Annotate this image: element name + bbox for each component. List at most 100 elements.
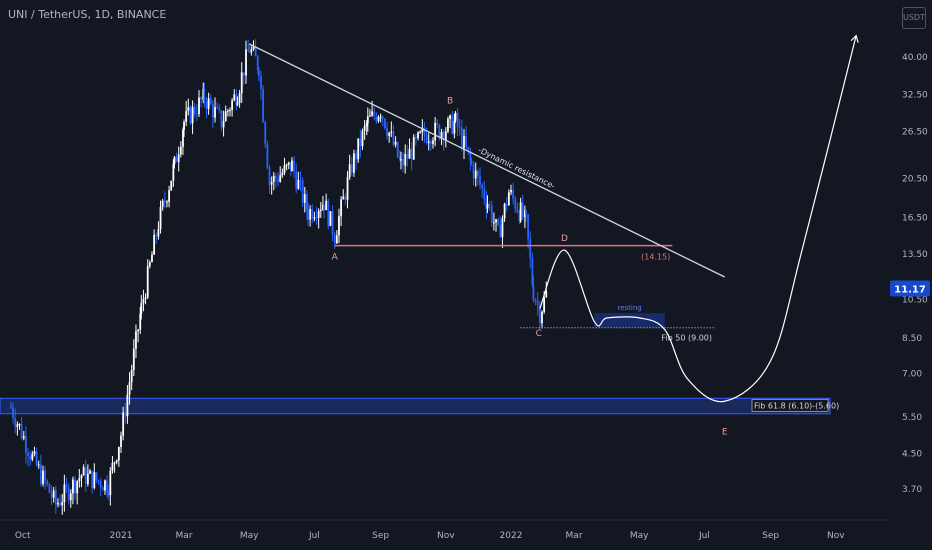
candle-body [291,160,293,172]
x-tick-label: Sep [762,531,779,541]
candle-body [214,107,216,118]
candle-body [200,97,203,100]
candle-body [543,296,546,312]
resting-box [594,313,665,328]
candle-body [42,470,44,484]
y-tick-label: 4.50 [902,449,922,459]
candle-body [168,190,170,202]
candle-body [211,104,214,118]
candle-body [474,170,477,179]
candle-body [226,110,229,112]
candle-body [510,190,512,193]
candle-body [438,125,441,139]
candle-body [236,103,239,106]
candle-body [54,490,57,505]
candle-body [369,115,371,117]
candle-body [209,98,212,105]
candle-body [301,180,304,203]
candle-body [402,159,404,166]
y-tick-label: 10.50 [902,296,928,306]
candle-body [331,211,334,235]
candle-body [309,208,312,220]
candle-body [242,72,245,76]
candle-body [365,123,368,127]
candle-body [361,130,364,147]
candle-body [486,204,489,209]
candle-body [521,202,524,218]
candle-body [139,314,142,330]
candle-body [303,194,306,203]
candle-body [10,407,12,409]
candle-body [74,479,76,494]
candle-body [453,120,456,134]
candle-body [538,304,541,324]
candle-body [297,179,300,189]
candle-body [137,329,139,332]
y-tick-label: 32.50 [902,91,928,101]
candle-body [254,46,257,57]
candle-body [322,204,324,210]
candle-body [545,291,548,297]
candle-body [315,217,318,219]
candle-body [126,394,129,417]
candle-body [454,112,457,121]
candle-body [238,93,241,104]
candle-body [359,138,362,147]
candle-body [16,424,19,427]
currency-badge[interactable]: USDT [902,7,926,29]
candle-body [497,219,500,225]
candle-body [373,111,376,117]
candle-body [65,484,68,487]
current-price-label: 11.17 [894,284,926,295]
candle-body [419,131,422,133]
candle-body [151,254,153,263]
candle-body [101,487,104,491]
candle-body [333,234,336,244]
candle-body [91,470,94,488]
y-tick-label: 3.70 [902,485,922,495]
candle-body [534,300,537,302]
candle-body [89,470,91,474]
candle-body [275,175,277,179]
candle-body [144,297,147,300]
candle-body [346,177,349,200]
candle-body [86,473,89,485]
candle-body [231,100,234,111]
candle-body [84,467,87,485]
candle-body [541,311,543,324]
candle-body [527,214,529,239]
candle-body [205,101,208,109]
candle-body [202,88,205,100]
candle-body [99,481,102,488]
candle-body [311,208,314,219]
support-label: (14.15) [641,253,670,262]
candle-body [507,192,510,206]
y-tick-label: 26.50 [902,128,928,138]
candle-body [95,472,98,481]
candle-body [410,148,413,160]
candle-body [479,175,481,185]
candle-body [216,107,219,109]
x-tick-label: Sep [372,531,389,541]
candle-body [12,407,14,419]
candle-body [148,262,151,267]
candle-body [124,412,127,417]
candle-body [104,480,106,491]
candle-body [50,492,53,498]
candle-body [514,198,517,209]
candle-body [355,153,357,160]
candle-body [27,452,29,456]
candle-body [512,190,515,199]
candle-body [469,151,472,161]
candle-body [264,122,267,145]
y-tick-label: 20.50 [902,174,928,184]
candle-body [299,179,302,181]
candle-body [113,462,116,464]
candle-body [495,219,497,223]
candle-body [463,135,465,149]
candle-body [396,141,399,157]
candle-body [67,486,70,501]
candle-body [295,171,298,189]
candle-body [499,224,502,238]
